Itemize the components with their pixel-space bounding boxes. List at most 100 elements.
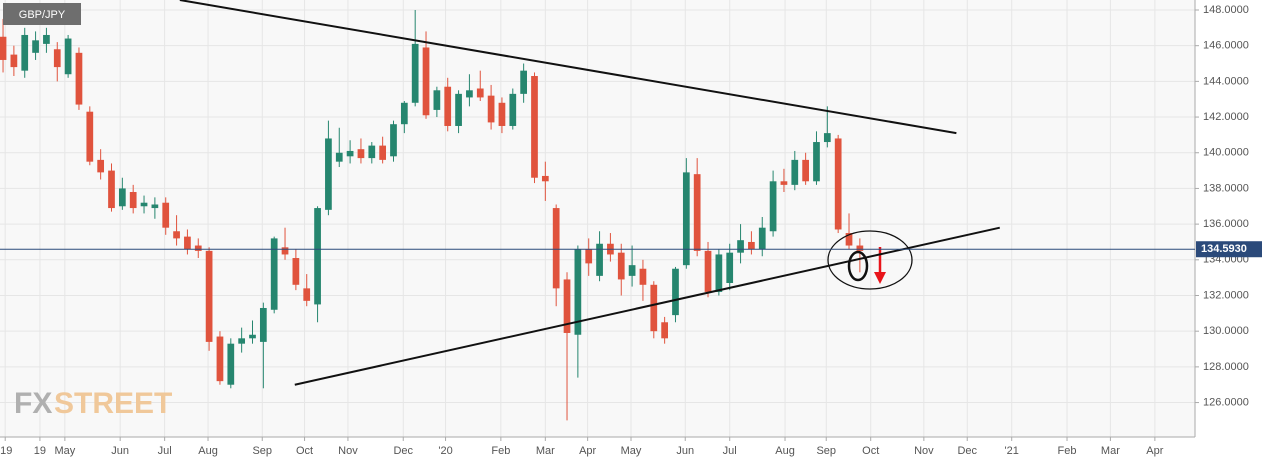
candle-body: [32, 40, 39, 53]
trendline: [294, 226, 1000, 386]
candle-body: [379, 145, 387, 160]
candle-body: [249, 334, 256, 339]
x-tick-label: Jul: [723, 445, 737, 457]
y-tick-label: 148.0000: [1203, 4, 1249, 16]
candle-body: [400, 102, 408, 125]
candle-body: [617, 252, 625, 280]
candle-body: [574, 249, 582, 335]
x-tick-label: Apr: [1146, 445, 1163, 457]
candle-body: [194, 245, 202, 251]
x-tick-label: Oct: [862, 445, 879, 457]
x-tick-label: Dec: [393, 445, 413, 457]
x-tick-label: Jun: [676, 445, 694, 457]
x-tick-label: Dec: [957, 445, 977, 457]
candle-body: [129, 192, 137, 209]
candle-body: [563, 279, 571, 333]
x-tick-label: Mar: [1101, 445, 1120, 457]
candle-body: [97, 159, 105, 173]
candle-body: [0, 36, 7, 60]
candle-body: [813, 142, 820, 182]
x-tick-label: Apr: [579, 445, 596, 457]
candle-body: [509, 93, 517, 126]
plot-area: [0, 0, 1195, 437]
y-tick-label: 128.0000: [1203, 361, 1249, 373]
candle-body: [53, 49, 61, 68]
candle-body: [422, 47, 430, 116]
arrow-head: [874, 272, 886, 284]
candle-body: [661, 322, 668, 339]
x-tick-label: Aug: [775, 445, 795, 457]
y-tick-label: 144.0000: [1203, 75, 1249, 87]
y-tick-label: 130.0000: [1203, 325, 1249, 337]
x-tick-label: Jul: [158, 445, 172, 457]
candle-body: [411, 43, 419, 103]
candle-body: [216, 336, 224, 382]
candle-body: [75, 52, 83, 105]
x-tick-label: Mar: [536, 445, 555, 457]
candle-body: [227, 343, 235, 385]
last-price-label: 134.5930: [1201, 243, 1247, 255]
y-tick-label: 126.0000: [1203, 396, 1249, 408]
candle-body: [292, 258, 300, 285]
candle-body: [466, 90, 473, 98]
candle-body: [758, 227, 766, 250]
candle-body: [791, 159, 799, 185]
symbol-badge: [3, 3, 81, 25]
candle-body: [259, 307, 267, 342]
candle-body: [596, 243, 603, 276]
candle-body: [552, 208, 560, 289]
candle-body: [476, 88, 484, 98]
candle-body: [162, 202, 170, 228]
y-tick-label: 146.0000: [1203, 40, 1249, 52]
x-tick-label: '20: [438, 445, 452, 457]
x-tick-label: Sep: [816, 445, 836, 457]
watermark-fx: FX: [14, 387, 52, 420]
candle-body: [108, 170, 115, 209]
candle-body: [682, 172, 690, 266]
candle-body: [802, 159, 809, 182]
candle-body: [498, 102, 506, 126]
candle-body: [845, 233, 853, 246]
candle-body: [118, 188, 126, 207]
candle-body: [86, 111, 94, 162]
x-tick-label: Feb: [491, 445, 510, 457]
candle-body: [585, 249, 593, 264]
candle-body: [173, 231, 180, 239]
candle-body: [140, 202, 148, 207]
candle-body: [531, 76, 538, 178]
highlight-circle: [847, 250, 869, 282]
candle-body: [455, 93, 462, 126]
candle-body: [769, 181, 777, 232]
candle-body: [151, 204, 159, 209]
candle-body: [693, 174, 701, 251]
y-tick-label: 140.0000: [1203, 147, 1249, 159]
candle-body: [43, 34, 50, 44]
candle-body: [737, 240, 744, 253]
candle-body: [390, 124, 397, 157]
y-tick-label: 138.0000: [1203, 182, 1249, 194]
candle-body: [303, 288, 311, 301]
x-tick-label: May: [621, 445, 642, 457]
y-tick-label: 142.0000: [1203, 111, 1249, 123]
candle-body: [520, 70, 528, 94]
candle-body: [780, 181, 788, 185]
candle-body: [823, 133, 831, 143]
candle-body: [357, 149, 365, 159]
candle-body: [748, 241, 755, 250]
x-tick-label: Aug: [198, 445, 218, 457]
last-price-badge: [1196, 241, 1262, 258]
candle-body: [433, 90, 441, 110]
x-tick-label: '21: [1005, 445, 1019, 457]
candle-body: [444, 86, 452, 126]
candle-body: [368, 145, 376, 159]
highlight-ellipse: [827, 230, 913, 290]
candle-body: [487, 95, 495, 123]
x-tick-label: May: [54, 445, 75, 457]
candle-body: [834, 138, 842, 230]
x-tick-label: Jun: [111, 445, 129, 457]
y-tick-label: 132.0000: [1203, 289, 1249, 301]
watermark-street: STREET: [54, 387, 172, 420]
candle-body: [238, 338, 246, 344]
candle-body: [650, 284, 658, 332]
